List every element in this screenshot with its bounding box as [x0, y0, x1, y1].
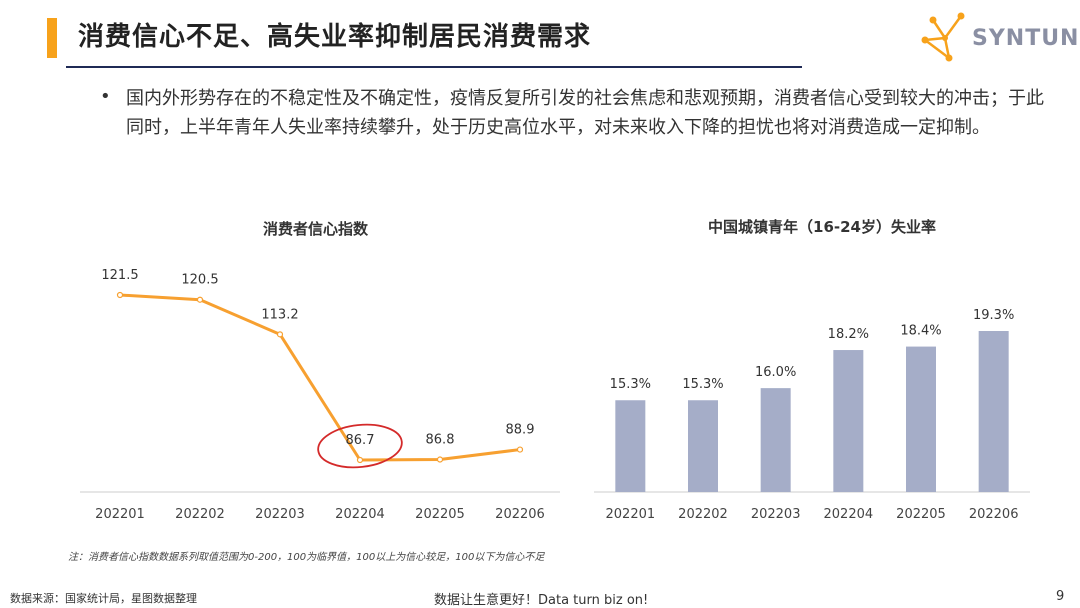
- title-accent-bar: [47, 18, 57, 58]
- confidence-point: [436, 456, 444, 463]
- bar-chart-title: 中国城镇青年（16-24岁）失业率: [708, 218, 936, 236]
- confidence-data-label: 86.7: [346, 433, 375, 448]
- unemployment-bar: [615, 400, 646, 492]
- syntun-logo-icon: [921, 12, 965, 62]
- unemployment-data-label: 16.0%: [755, 365, 796, 380]
- line-x-tick-label: 202206: [495, 507, 545, 522]
- unemployment-data-label: 15.3%: [610, 377, 651, 392]
- confidence-data-label: 113.2: [261, 307, 298, 322]
- line-chart-title: 消费者信心指数: [263, 220, 369, 238]
- unemployment-bar: [688, 400, 718, 492]
- data-source: 数据来源：国家统计局，星图数据整理: [10, 592, 197, 605]
- confidence-data-label: 86.8: [426, 433, 455, 448]
- line-x-tick-label: 202205: [415, 507, 465, 522]
- bar-x-tick-label: 202206: [969, 507, 1019, 522]
- unemployment-bar: [978, 331, 1009, 492]
- footnote: 注：消费者信心指数数据系列取值范围为0-200，100为临界值，100以上为信心…: [68, 552, 545, 563]
- page-number: 9: [1056, 589, 1065, 604]
- confidence-point: [196, 296, 204, 303]
- unemployment-data-label: 18.4%: [900, 324, 941, 339]
- confidence-index-line: [119, 293, 521, 462]
- body-paragraph: 国内外形势存在的不稳定性及不确定性，疫情反复所引发的社会焦虑和悲观预期，消费者信…: [126, 88, 1044, 138]
- unemployment-data-label: 15.3%: [682, 377, 723, 392]
- bar-x-tick-label: 202205: [896, 507, 946, 522]
- confidence-data-label: 120.5: [181, 273, 218, 288]
- unemployment-data-label: 19.3%: [973, 308, 1014, 323]
- bar-x-tick-label: 202203: [751, 507, 801, 522]
- annotation-circle: [317, 423, 403, 469]
- confidence-data-label: 88.9: [506, 423, 535, 438]
- slogan: 数据让生意更好！Data turn biz on!: [434, 593, 649, 608]
- confidence-point: [116, 291, 124, 299]
- line-x-tick-label: 202201: [95, 507, 145, 522]
- title-underline: [66, 66, 802, 68]
- bar-x-tick-label: 202204: [824, 507, 874, 522]
- unemployment-bar: [833, 350, 864, 492]
- unemployment-bar: [906, 346, 936, 492]
- bullet-marker: •: [100, 86, 111, 107]
- line-x-tick-label: 202204: [335, 507, 385, 522]
- unemployment-bar: [760, 388, 791, 492]
- unemployment-data-label: 18.2%: [828, 327, 869, 342]
- confidence-point: [516, 446, 524, 453]
- line-x-tick-label: 202202: [175, 507, 225, 522]
- bar-x-tick-label: 202201: [606, 507, 656, 522]
- line-x-tick-label: 202203: [255, 507, 305, 522]
- page-title: 消费信心不足、高失业率抑制居民消费需求: [78, 22, 592, 52]
- bar-x-tick-label: 202202: [678, 507, 728, 522]
- confidence-point: [356, 456, 364, 464]
- confidence-data-label: 121.5: [101, 268, 138, 283]
- logo-wordmark: SYNTUN: [972, 26, 1080, 51]
- confidence-point: [276, 331, 284, 338]
